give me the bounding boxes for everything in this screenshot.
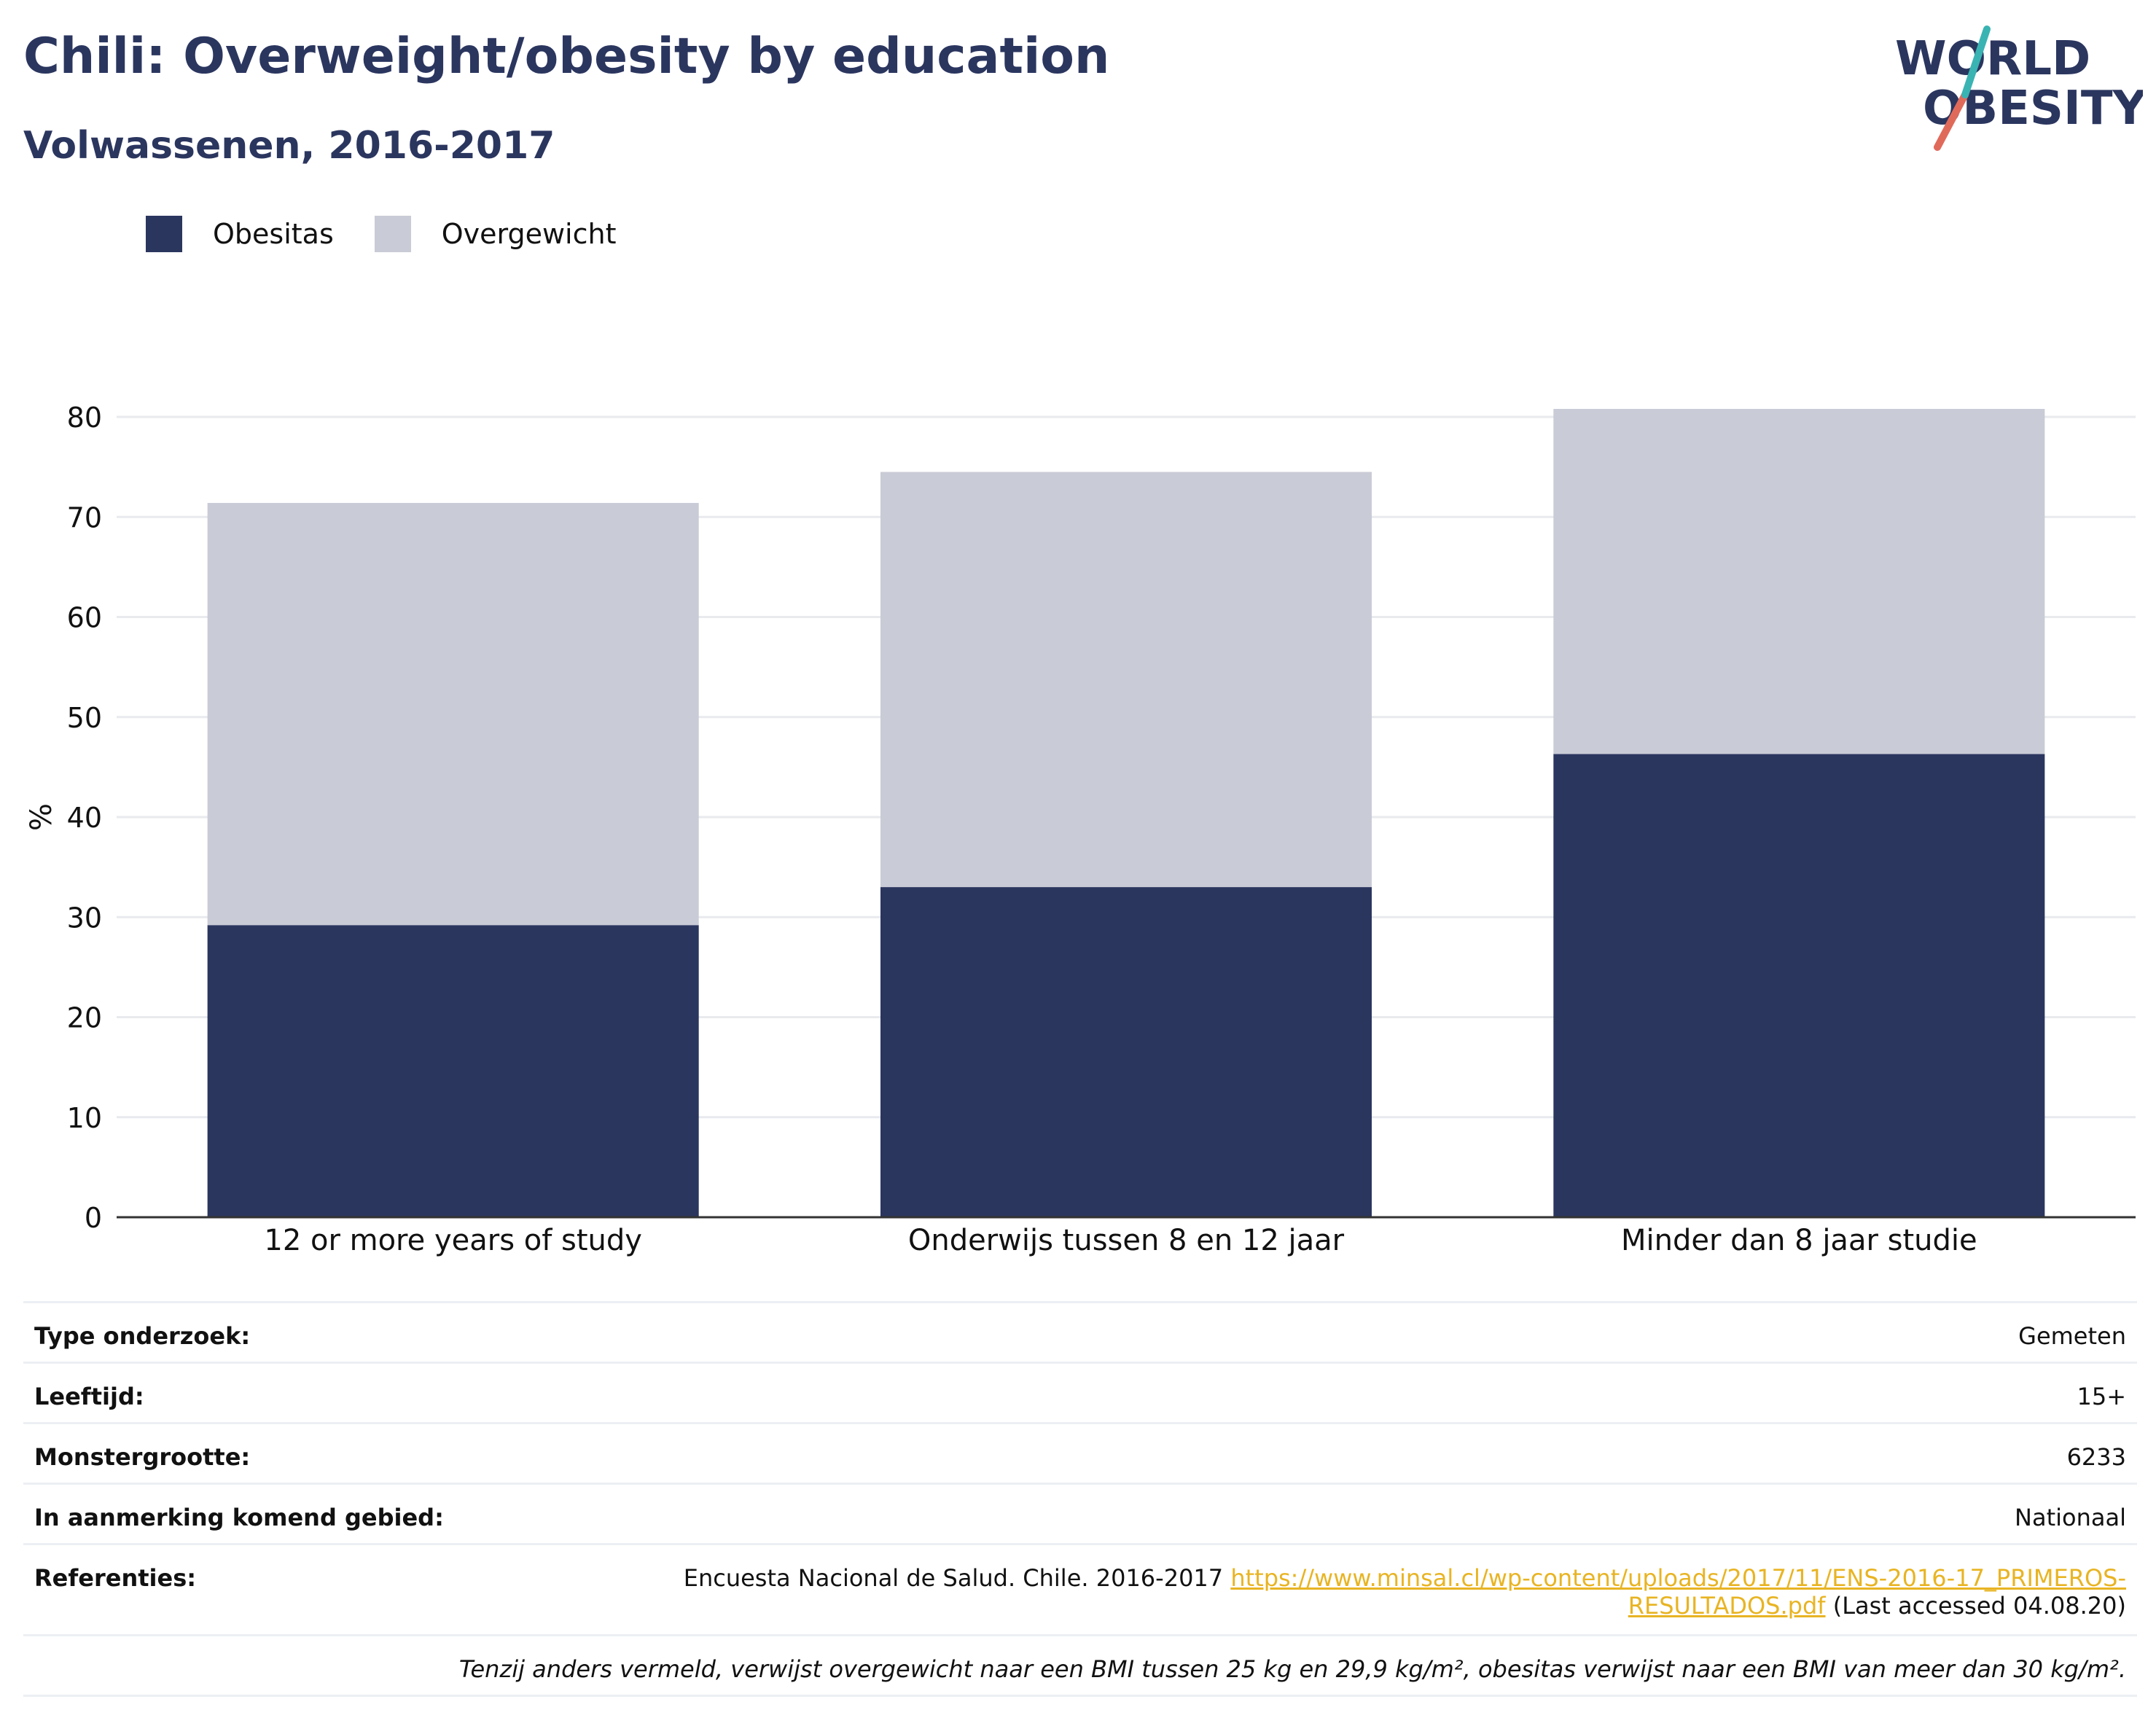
bar-overgewicht-3	[1553, 409, 2045, 754]
y-tick-label: 40	[67, 802, 102, 834]
y-axis-label: %	[25, 803, 58, 831]
y-tick-label: 10	[67, 1102, 102, 1134]
stacked-bar-chart: 0 10 20 30 40 50 60 70 80% 12 or more years of st…	[25, 402, 2136, 1257]
chart-title: Chili: Overweight/obesity by education	[23, 28, 1110, 85]
info-key: Leeftijd:	[34, 1383, 144, 1410]
svg-text:WORLD: WORLD	[1895, 32, 2090, 86]
y-tick-label: 60	[67, 602, 102, 634]
legend-swatch-overgewicht	[374, 216, 411, 252]
x-tick-label: Onderwijs tussen 8 en 12 jaar	[908, 1224, 1345, 1257]
bar-overgewicht-1	[207, 503, 699, 926]
references-accessed: (Last accessed 04.08.20)	[1832, 1592, 2126, 1620]
info-key: In aanmerking komend gebied:	[34, 1504, 444, 1531]
info-value: Nationaal	[2015, 1504, 2126, 1531]
bar-obesitas-3	[1553, 754, 2045, 1217]
legend-label-obesitas: Obesitas	[213, 218, 334, 250]
references-link-continued[interactable]: RESULTADOS.pdf	[1628, 1592, 1826, 1620]
y-tick-label: 20	[67, 1002, 102, 1034]
y-tick-label: 50	[67, 702, 102, 734]
info-value: Gemeten	[2018, 1322, 2126, 1350]
info-table: Type onderzoek: Gemeten Leeftijd: 15+ Mo…	[23, 1301, 2137, 1697]
info-row-sample-size: Monstergrootte: 6233	[23, 1422, 2137, 1483]
bar-overgewicht-2	[880, 472, 1372, 888]
references-link[interactable]: https://www.minsal.cl/wp-content/uploads…	[1230, 1564, 2126, 1592]
x-tick-label: Minder dan 8 jaar studie	[1621, 1224, 1977, 1257]
info-key: Type onderzoek:	[34, 1322, 251, 1350]
y-tick-label: 70	[67, 501, 102, 534]
info-row-type: Type onderzoek: Gemeten	[23, 1301, 2137, 1362]
info-row-age: Leeftijd: 15+	[23, 1362, 2137, 1422]
info-key: Monstergrootte:	[34, 1443, 251, 1471]
bar-obesitas-2	[880, 887, 1372, 1217]
legend-item-obesitas[interactable]: Obesitas	[146, 216, 334, 252]
legend-swatch-obesitas	[146, 216, 182, 252]
bmi-note: Tenzij anders vermeld, verwijst overgewi…	[458, 1655, 2126, 1683]
bar-obesitas-1	[207, 925, 699, 1217]
references-value: Encuesta Nacional de Salud. Chile. 2016-…	[684, 1545, 2126, 1620]
info-value: 15+	[2077, 1383, 2126, 1410]
y-tick-label: 0	[85, 1202, 102, 1234]
legend: Obesitas Overgewicht	[146, 216, 657, 252]
y-tick-label: 80	[67, 402, 102, 434]
info-row-references: Referenties: Encuesta Nacional de Salud.…	[23, 1543, 2137, 1634]
legend-item-overgewicht[interactable]: Overgewicht	[374, 216, 617, 252]
info-value: 6233	[2066, 1443, 2126, 1471]
x-tick-label: 12 or more years of study	[264, 1224, 642, 1257]
legend-label-overgewicht: Overgewicht	[441, 218, 617, 250]
info-row-area: In aanmerking komend gebied: Nationaal	[23, 1483, 2137, 1543]
references-text: Encuesta Nacional de Salud. Chile. 2016-…	[683, 1564, 1224, 1592]
references-key: Referenties:	[34, 1564, 197, 1592]
world-obesity-logo: WORLD OBESITY	[1895, 26, 2143, 151]
y-tick-label: 30	[67, 902, 102, 934]
chart-subtitle: Volwassenen, 2016-2017	[23, 124, 555, 168]
info-row-note: Tenzij anders vermeld, verwijst overgewi…	[23, 1634, 2137, 1697]
